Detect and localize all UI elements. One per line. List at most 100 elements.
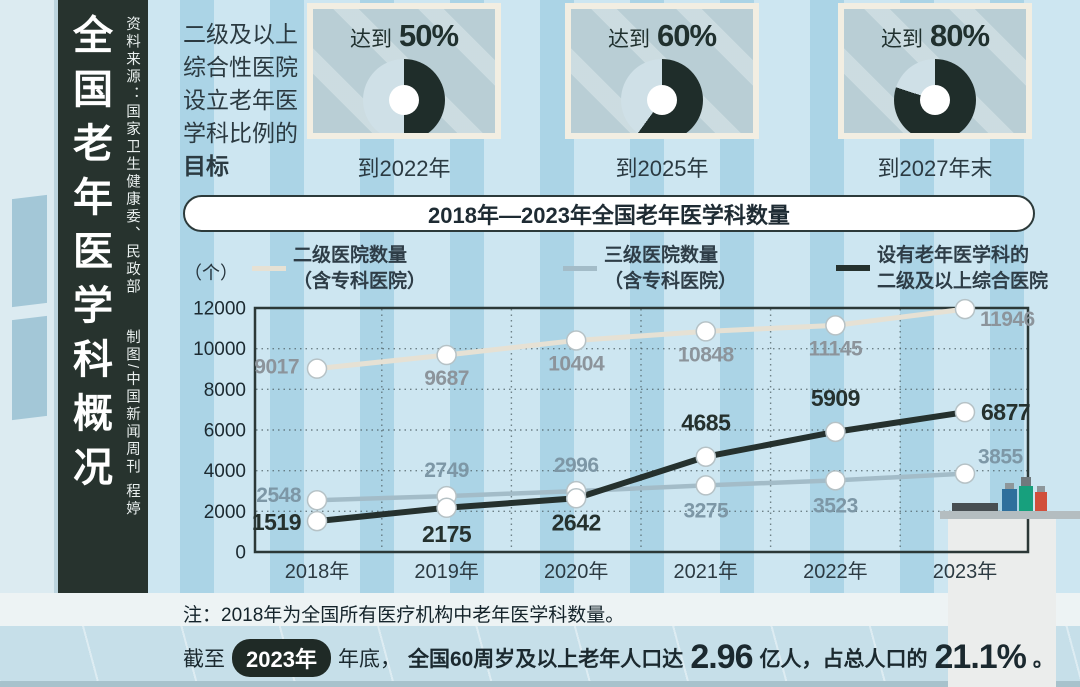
svg-text:8000: 8000	[204, 380, 246, 401]
door-window-shape	[12, 315, 47, 421]
target-card-2022: 达到 50%	[307, 3, 501, 139]
svg-text:2019年: 2019年	[414, 560, 479, 583]
deadline-2025: 到2025年	[615, 156, 709, 181]
svg-text:10404: 10404	[548, 352, 605, 375]
svg-text:11145: 11145	[809, 337, 863, 360]
bottle-cap	[1037, 486, 1045, 492]
target-value: 达到 50%	[313, 18, 495, 54]
door-illustration	[0, 0, 58, 687]
reach-label: 达到	[607, 28, 650, 51]
donut-chart-60	[621, 59, 703, 133]
svg-text:2548: 2548	[256, 484, 302, 507]
legend-line: （含专科医院）	[293, 271, 427, 292]
medicine-bottle-red	[1035, 492, 1047, 511]
percent-value: 50%	[398, 18, 459, 53]
svg-text:6000: 6000	[204, 421, 246, 442]
footer-after: 亿人，占总人口的	[759, 647, 928, 671]
legend-swatch-geriatric	[836, 265, 870, 271]
donut-chart-80	[894, 59, 976, 133]
svg-text:2175: 2175	[422, 521, 472, 547]
y-axis-unit-label: （个）	[184, 263, 238, 283]
medicine-bottle-blue	[1002, 489, 1017, 511]
year-badge: 2023年	[232, 638, 331, 677]
intro-goal-label: 目标	[183, 153, 229, 179]
footer-statement: 全国60周岁及以上老年人口达	[407, 647, 684, 671]
data-source-label: 资料来源：国家卫生健康委、民政部	[124, 16, 140, 296]
legend-label-geriatric: 设有老年医学科的 二级及以上综合医院	[877, 243, 1048, 295]
intro-line: 二级及以上	[183, 21, 298, 47]
svg-text:11946: 11946	[980, 308, 1035, 331]
intro-line: 设立老年医	[183, 87, 298, 113]
svg-text:2022年: 2022年	[803, 560, 868, 583]
legend-line: 三级医院数量	[604, 245, 719, 266]
footnote: 注：2018年为全国所有医疗机构中老年医学科数量。	[183, 605, 625, 626]
bottle-cap	[1021, 477, 1031, 486]
counter-panel	[948, 519, 1056, 687]
intro-line: 学科比例的	[183, 120, 298, 146]
legend-label-tier2: 二级医院数量 （含专科医院）	[293, 243, 426, 295]
svg-text:3523: 3523	[813, 494, 858, 517]
page-title: 全国老年医学科概况	[67, 14, 111, 500]
svg-text:1519: 1519	[252, 509, 301, 535]
svg-text:9687: 9687	[424, 367, 469, 390]
legend-line: （含专科医院）	[604, 271, 738, 292]
svg-text:2642: 2642	[552, 509, 601, 535]
svg-text:6877: 6877	[981, 399, 1030, 425]
floor-edge	[0, 681, 1080, 687]
population-percent: 21.1%	[934, 638, 1027, 676]
svg-text:10000: 10000	[193, 339, 246, 360]
legend-line: 设有老年医学科的	[877, 245, 1030, 266]
legend-line: 二级医院数量	[293, 245, 408, 266]
credit-label: 制图/中国新闻周刊 程婷	[124, 329, 140, 519]
svg-text:9017: 9017	[254, 356, 299, 379]
chart-title-banner: 2018年—2023年全国老年医学科数量	[183, 195, 1035, 232]
target-value: 达到 80%	[844, 18, 1026, 54]
svg-text:2996: 2996	[554, 454, 599, 477]
svg-text:10848: 10848	[678, 343, 735, 366]
svg-text:3855: 3855	[978, 446, 1024, 469]
legend-label-tier3: 三级医院数量 （含专科医院）	[604, 243, 737, 295]
legend-line: 二级及以上综合医院	[877, 271, 1049, 292]
legend-swatch-tier3	[563, 266, 597, 271]
svg-text:3275: 3275	[683, 499, 729, 522]
svg-text:4000: 4000	[204, 461, 246, 482]
svg-text:2018年: 2018年	[285, 560, 350, 583]
reach-label: 达到	[880, 28, 923, 51]
summary-statement: 截至 2023年 年底， 全国60周岁及以上老年人口达 2.96 亿人，占总人口…	[183, 638, 1054, 677]
target-card-2027: 达到 80%	[838, 3, 1032, 139]
svg-text:2749: 2749	[424, 459, 469, 482]
svg-text:0: 0	[235, 543, 246, 564]
legend-swatch-tier2	[252, 266, 286, 271]
target-card-2025: 达到 60%	[565, 3, 759, 139]
target-value: 达到 60%	[571, 18, 753, 54]
medicine-bottle-green	[1019, 486, 1033, 511]
percent-value: 60%	[656, 18, 717, 53]
percent-value: 80%	[929, 18, 990, 53]
svg-text:2000: 2000	[204, 502, 246, 523]
title-strip: 全国老年医学科概况 资料来源：国家卫生健康委、民政部 制图/中国新闻周刊 程婷	[58, 0, 148, 594]
deadline-2022: 到2022年	[357, 156, 451, 181]
door-window-shape	[12, 194, 47, 308]
source-credit: 资料来源：国家卫生健康委、民政部 制图/中国新闻周刊 程婷	[122, 16, 143, 586]
footer-prefix: 截至	[183, 647, 225, 671]
line-chart: 0 2000 4000 6000 8000 10000 12000 2018年 2019年 202…	[193, 299, 1035, 584]
donut-chart-50	[363, 59, 445, 133]
svg-text:4685: 4685	[681, 410, 731, 436]
deadline-2027: 到2027年末	[877, 156, 993, 181]
intro-line: 综合性医院	[183, 54, 298, 80]
reach-label: 达到	[349, 28, 392, 51]
baseboard	[0, 593, 1080, 626]
svg-text:5909: 5909	[811, 385, 860, 411]
population-number: 2.96	[690, 638, 753, 676]
svg-text:12000: 12000	[193, 299, 246, 320]
floor	[0, 593, 1080, 687]
shelf	[940, 511, 1080, 519]
svg-text:2020年: 2020年	[544, 560, 609, 583]
footer-mid: 年底，	[337, 647, 401, 671]
targets-intro: 二级及以上 综合性医院 设立老年医 学科比例的 目标	[183, 18, 298, 183]
svg-text:2021年: 2021年	[674, 560, 739, 583]
svg-text:2023年: 2023年	[933, 560, 998, 583]
book-stack	[952, 503, 998, 511]
bottle-cap	[1005, 483, 1014, 489]
